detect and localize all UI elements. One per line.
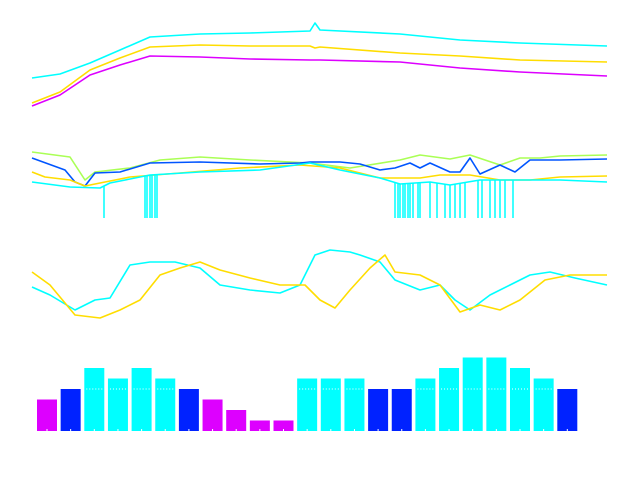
series-line-1 xyxy=(31,249,608,311)
bar xyxy=(155,378,176,431)
bar xyxy=(320,378,341,431)
series-line-1 xyxy=(31,22,608,79)
bar xyxy=(273,420,294,431)
bar xyxy=(391,389,412,431)
bar xyxy=(439,368,460,431)
bar xyxy=(202,399,223,431)
bar xyxy=(107,378,128,431)
bar xyxy=(37,399,57,431)
bar xyxy=(344,378,365,431)
bar xyxy=(462,357,483,431)
series-line-1 xyxy=(31,151,608,181)
bar xyxy=(249,420,270,431)
panel-4-bars xyxy=(37,357,578,431)
panel-2-lines xyxy=(31,151,608,218)
panel-1-lines xyxy=(31,22,608,107)
series-line-2 xyxy=(31,157,608,187)
bar xyxy=(84,368,105,431)
bar xyxy=(178,389,199,431)
series-line-2 xyxy=(31,254,607,319)
bar xyxy=(131,368,152,431)
bar xyxy=(60,389,81,431)
series-line-4 xyxy=(31,162,608,189)
panel-3-lines xyxy=(31,249,608,319)
bar xyxy=(533,378,554,431)
bar xyxy=(226,410,247,431)
bar xyxy=(415,378,436,431)
series-line-3 xyxy=(31,55,608,107)
bar xyxy=(368,389,389,431)
bar xyxy=(510,368,530,431)
series-line-2 xyxy=(31,44,608,104)
bar xyxy=(486,357,507,431)
bar xyxy=(297,378,318,431)
bar xyxy=(557,389,578,431)
